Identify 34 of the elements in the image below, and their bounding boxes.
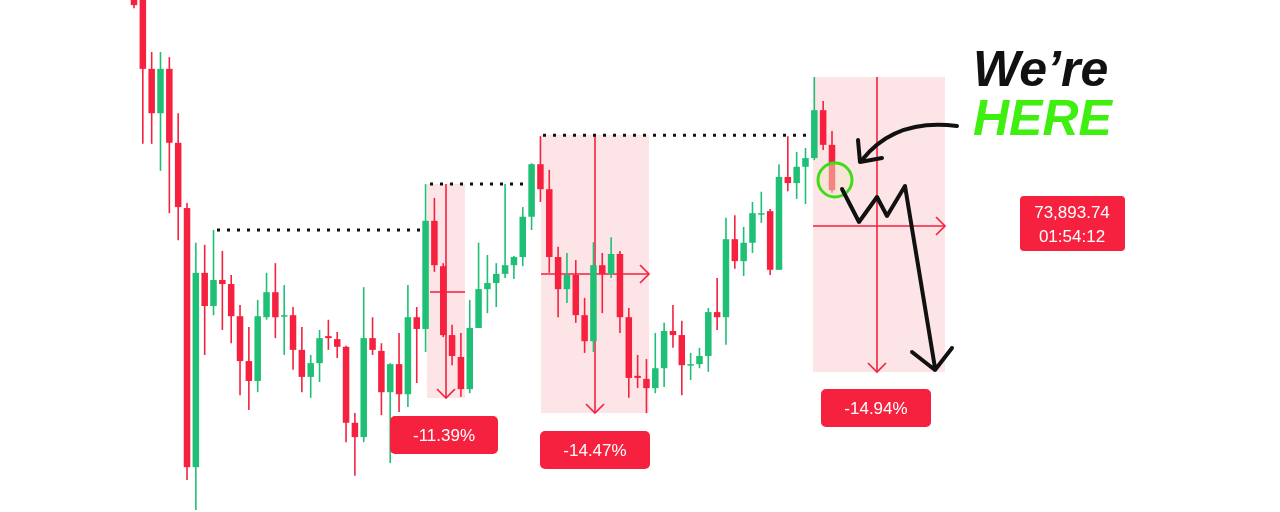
candlestick bbox=[369, 316, 376, 356]
candlestick bbox=[563, 252, 571, 304]
candlestick bbox=[413, 306, 420, 384]
candlestick bbox=[333, 331, 341, 359]
candlestick bbox=[325, 318, 332, 351]
candlestick bbox=[652, 332, 659, 395]
candlestick bbox=[802, 147, 809, 205]
candlestick bbox=[687, 352, 694, 381]
text: 73,893.74 bbox=[1034, 203, 1110, 222]
annotation: -14.47% bbox=[563, 441, 627, 460]
candlestick bbox=[793, 151, 800, 200]
candlestick bbox=[634, 354, 641, 389]
candlestick bbox=[448, 324, 456, 366]
candlestick bbox=[510, 255, 518, 280]
candlestick bbox=[607, 236, 615, 279]
candlestick bbox=[280, 284, 288, 356]
candlestick bbox=[599, 252, 606, 314]
candlestick bbox=[740, 226, 747, 277]
candlestick bbox=[351, 412, 359, 477]
candlestick bbox=[493, 262, 500, 308]
candlestick bbox=[758, 190, 765, 224]
candlestick bbox=[696, 347, 703, 370]
candlestick bbox=[501, 183, 509, 279]
candlestick bbox=[219, 250, 226, 331]
candlestick bbox=[307, 354, 314, 399]
candlestick bbox=[643, 358, 650, 414]
candlestick bbox=[731, 214, 739, 270]
candlestick bbox=[784, 135, 792, 193]
candlestick bbox=[713, 277, 721, 331]
annotation: -11.39% bbox=[412, 426, 476, 445]
text: -14.94% bbox=[844, 399, 908, 418]
candlestick bbox=[245, 326, 253, 411]
text: 01:54:12 bbox=[1038, 227, 1106, 246]
candlestick bbox=[484, 254, 491, 314]
